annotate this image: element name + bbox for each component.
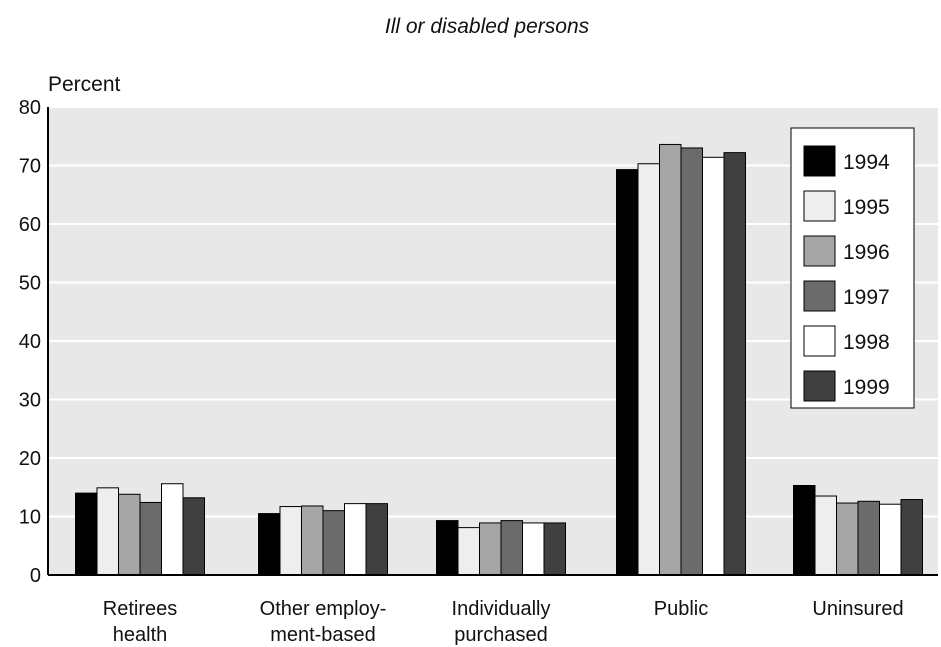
bar-1999-3 (723, 152, 746, 576)
bar-1995-1 (279, 506, 302, 576)
bar-1998-3 (702, 156, 725, 576)
y-tick-label-40: 40 (19, 331, 41, 353)
bar-1994-0 (75, 492, 98, 576)
y-tick-label-0: 0 (30, 565, 41, 587)
bar-1997-4 (857, 500, 880, 576)
bar-1995-4 (814, 495, 837, 576)
x-category-label: health (113, 624, 168, 646)
y-tick-label-60: 60 (19, 214, 41, 236)
y-tick-label-50: 50 (19, 273, 41, 295)
bar-1997-3 (680, 147, 703, 576)
x-category-label: ment-based (270, 624, 376, 646)
bar-1999-1 (365, 503, 388, 576)
bar-1995-2 (457, 527, 480, 576)
legend-swatch-1998 (803, 325, 836, 357)
bar-1996-3 (659, 143, 682, 576)
legend-label-1994: 1994 (843, 151, 890, 174)
legend-label-1995: 1995 (843, 196, 890, 219)
bar-1995-3 (637, 163, 660, 576)
legend-label-1997: 1997 (843, 286, 890, 309)
bar-1994-2 (436, 520, 459, 576)
x-category-label: Uninsured (812, 598, 903, 620)
legend-swatch-1995 (803, 190, 836, 222)
x-category-label: Retirees (103, 598, 177, 620)
legend-label-1996: 1996 (843, 241, 890, 264)
bar-1998-0 (161, 483, 184, 576)
legend-label-1998: 1998 (843, 331, 890, 354)
x-category-label: Other employ- (260, 598, 387, 620)
y-tick-label-70: 70 (19, 156, 41, 178)
bar-1994-4 (793, 484, 816, 576)
y-tick-label-80: 80 (19, 97, 41, 119)
bar-1999-0 (182, 497, 205, 576)
legend-swatch-1997 (803, 280, 836, 312)
bar-1996-1 (301, 505, 324, 576)
bar-1998-4 (879, 503, 902, 576)
bar-1997-0 (139, 501, 162, 576)
bar-1998-2 (522, 522, 545, 576)
bar-1999-4 (900, 499, 923, 576)
legend-swatch-1996 (803, 235, 836, 267)
y-tick-label-20: 20 (19, 448, 41, 470)
legend-swatch-1999 (803, 370, 836, 402)
bar-1998-1 (344, 503, 367, 576)
bar-1997-2 (500, 520, 523, 576)
bar-1997-1 (322, 510, 345, 576)
bar-1999-2 (543, 522, 566, 576)
x-category-label: Public (654, 598, 708, 620)
plot-area: 0 10 20 30 40 50 60 70 80 Retirees health Other emp… (19, 97, 938, 646)
bar-1996-4 (836, 502, 859, 576)
legend-label-1999: 1999 (843, 376, 890, 399)
y-tick-label-30: 30 (19, 390, 41, 412)
bar-1994-1 (258, 513, 281, 576)
bar-1996-0 (118, 493, 141, 576)
chart-subtitle: Ill or disabled persons (385, 15, 590, 38)
y-axis-label: Percent (48, 73, 121, 96)
x-category-label: purchased (454, 624, 547, 646)
bar-1996-2 (479, 522, 502, 576)
bar-1994-3 (616, 169, 639, 576)
legend-swatch-1994 (803, 145, 836, 177)
y-tick-label-10: 10 (19, 507, 41, 529)
bar-1995-0 (96, 487, 119, 576)
x-category-label: Individually (452, 598, 551, 620)
